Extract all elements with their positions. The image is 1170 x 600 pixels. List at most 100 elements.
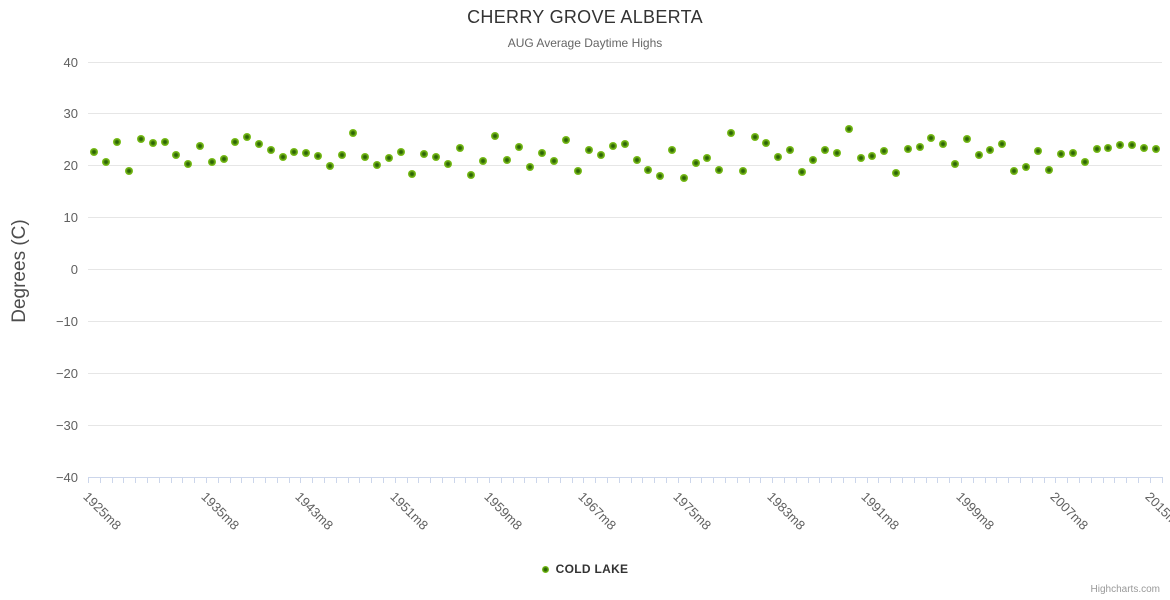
data-point[interactable] [1151, 145, 1160, 154]
xaxis-tick [1161, 477, 1163, 483]
data-point[interactable] [325, 161, 334, 170]
data-point[interactable] [844, 124, 853, 133]
data-point[interactable] [1033, 147, 1042, 156]
data-point[interactable] [797, 168, 806, 177]
data-point[interactable] [349, 128, 358, 137]
xaxis-tick [359, 477, 361, 483]
data-point[interactable] [1128, 141, 1136, 149]
data-point[interactable] [892, 169, 901, 177]
data-point[interactable] [1116, 141, 1125, 149]
data-point[interactable] [1021, 162, 1030, 171]
data-point[interactable] [691, 159, 700, 168]
data-point[interactable] [833, 148, 842, 157]
data-point[interactable] [549, 156, 558, 165]
data-point[interactable] [420, 150, 429, 159]
data-point[interactable] [726, 128, 735, 137]
data-point[interactable] [196, 142, 205, 151]
data-point[interactable] [573, 166, 582, 175]
data-point[interactable] [219, 155, 228, 163]
data-point[interactable] [373, 161, 382, 170]
data-point[interactable] [632, 156, 641, 165]
data-point[interactable] [266, 145, 275, 154]
data-point[interactable] [502, 156, 511, 165]
data-point[interactable] [538, 148, 547, 157]
data-point[interactable] [915, 143, 924, 152]
data-point[interactable] [137, 134, 146, 143]
data-point[interactable] [927, 133, 936, 142]
data-point[interactable] [738, 166, 747, 175]
data-point[interactable] [1045, 165, 1054, 174]
data-point[interactable] [1139, 143, 1148, 152]
data-point[interactable] [715, 165, 724, 174]
credits-link[interactable]: Highcharts.com [1090, 584, 1160, 595]
data-point[interactable] [455, 144, 464, 153]
data-point[interactable] [314, 152, 323, 161]
legend-item-cold-lake[interactable]: COLD LAKE [541, 562, 629, 576]
data-point[interactable] [231, 138, 240, 147]
data-point[interactable] [821, 146, 830, 155]
data-point[interactable] [160, 138, 169, 147]
data-point[interactable] [656, 171, 665, 180]
data-point[interactable] [856, 154, 865, 163]
data-point[interactable] [974, 151, 983, 160]
data-point[interactable] [89, 148, 98, 157]
data-point[interactable] [1080, 157, 1089, 166]
data-point[interactable] [880, 146, 889, 155]
data-point[interactable] [762, 139, 771, 148]
data-point[interactable] [1010, 166, 1019, 175]
data-point[interactable] [302, 149, 311, 158]
data-point[interactable] [172, 150, 181, 159]
data-point[interactable] [644, 165, 653, 174]
data-point[interactable] [396, 147, 405, 156]
data-point[interactable] [785, 146, 794, 155]
data-point[interactable] [561, 135, 570, 144]
data-point[interactable] [125, 167, 134, 176]
data-point[interactable] [951, 159, 960, 168]
xaxis-tick [217, 477, 219, 483]
data-point[interactable] [597, 151, 606, 160]
data-point[interactable] [408, 169, 417, 178]
xaxis-tick [477, 477, 479, 483]
yaxis-tick-label: 0 [70, 262, 78, 277]
data-point[interactable] [1069, 149, 1078, 158]
data-point[interactable] [384, 153, 393, 162]
data-point[interactable] [184, 159, 193, 168]
data-point[interactable] [667, 145, 676, 154]
data-point[interactable] [526, 162, 535, 171]
data-point[interactable] [243, 133, 252, 142]
data-point[interactable] [278, 152, 287, 161]
data-point[interactable] [255, 140, 264, 149]
data-point[interactable] [962, 134, 971, 143]
data-point[interactable] [443, 160, 452, 169]
data-point[interactable] [679, 173, 688, 182]
data-point[interactable] [361, 153, 370, 162]
data-point[interactable] [585, 146, 594, 155]
data-point[interactable] [479, 156, 488, 165]
data-point[interactable] [207, 158, 216, 167]
xaxis-tick [158, 477, 160, 483]
data-point[interactable] [1104, 144, 1113, 153]
data-point[interactable] [1092, 145, 1101, 154]
data-point[interactable] [809, 156, 818, 165]
data-point[interactable] [337, 150, 346, 159]
data-point[interactable] [1057, 149, 1066, 158]
data-point[interactable] [868, 151, 877, 160]
data-point[interactable] [290, 148, 299, 157]
data-point[interactable] [703, 153, 712, 162]
data-point[interactable] [467, 170, 476, 179]
data-point[interactable] [490, 131, 499, 140]
data-point[interactable] [986, 146, 995, 155]
data-point[interactable] [608, 141, 617, 150]
data-point[interactable] [939, 139, 948, 148]
data-point[interactable] [514, 142, 523, 151]
data-point[interactable] [620, 139, 629, 148]
data-point[interactable] [113, 138, 122, 147]
data-point[interactable] [903, 145, 912, 154]
data-point[interactable] [998, 140, 1007, 149]
data-point[interactable] [101, 157, 110, 166]
xaxis-tick-label: 2015m8 [1141, 489, 1170, 533]
data-point[interactable] [774, 153, 783, 162]
data-point[interactable] [148, 139, 157, 148]
data-point[interactable] [750, 133, 759, 142]
data-point[interactable] [432, 152, 440, 161]
